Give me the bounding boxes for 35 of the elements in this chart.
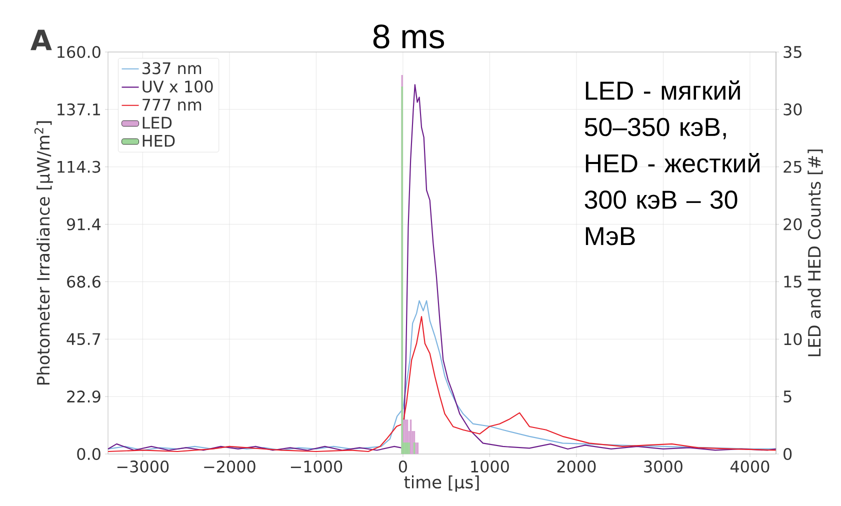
y2-tick-label: 15 [784, 276, 802, 288]
y-axis-title: Photometer Irradiance [μW/m$^{2}$] [34, 121, 53, 384]
legend-label: HED [142, 135, 175, 147]
x-axis-title: time [μs] [404, 475, 479, 492]
text: A [30, 30, 52, 50]
x-tick-label: 1000 [471, 460, 509, 473]
x-tick-label: 0 [398, 460, 407, 473]
legend-label: LED [142, 116, 172, 129]
y-tick-label: 0.0 [77, 448, 100, 460]
y2-tick-label: 30 [784, 103, 802, 116]
x-tick-label: −1000 [290, 460, 342, 473]
y-tick-label: 114.3 [58, 160, 100, 173]
y2-tick-label: 35 [784, 46, 802, 58]
x-tick-label: 2000 [557, 460, 596, 473]
chart-title: 8 ms [373, 24, 444, 48]
legend-label: 777 nm [142, 98, 202, 110]
x-tick-label: −3000 [117, 460, 169, 473]
y-tick-label: 45.7 [66, 333, 100, 346]
y2-tick-label: 10 [784, 333, 802, 346]
annotation: LED - мягкий 50–350 кэВ, HED - жесткий 300 кэВ – 30 МэВ [584, 80, 760, 246]
y-tick-label: 160.0 [58, 46, 100, 58]
y2-axis-title: LED and HED Counts [#] [808, 150, 823, 356]
legend-label: UV x 100 [142, 80, 213, 93]
y-tick-label: 22.9 [67, 390, 100, 403]
y-tick-label: 91.4 [66, 218, 101, 230]
y2-tick-label: 0 [784, 448, 792, 460]
y2-tick-label: 20 [784, 218, 802, 230]
y-tick-label: 137.1 [58, 103, 100, 116]
x-tick-label: 3000 [644, 460, 682, 473]
legend-label: 337 nm [142, 62, 202, 74]
y2-tick-label: 5 [784, 390, 792, 402]
x-tick-label: 4000 [730, 460, 770, 473]
y2-tick-label: 25 [784, 160, 802, 173]
y-tick-label: 68.6 [67, 276, 100, 288]
x-tick-label: −2000 [204, 460, 256, 473]
